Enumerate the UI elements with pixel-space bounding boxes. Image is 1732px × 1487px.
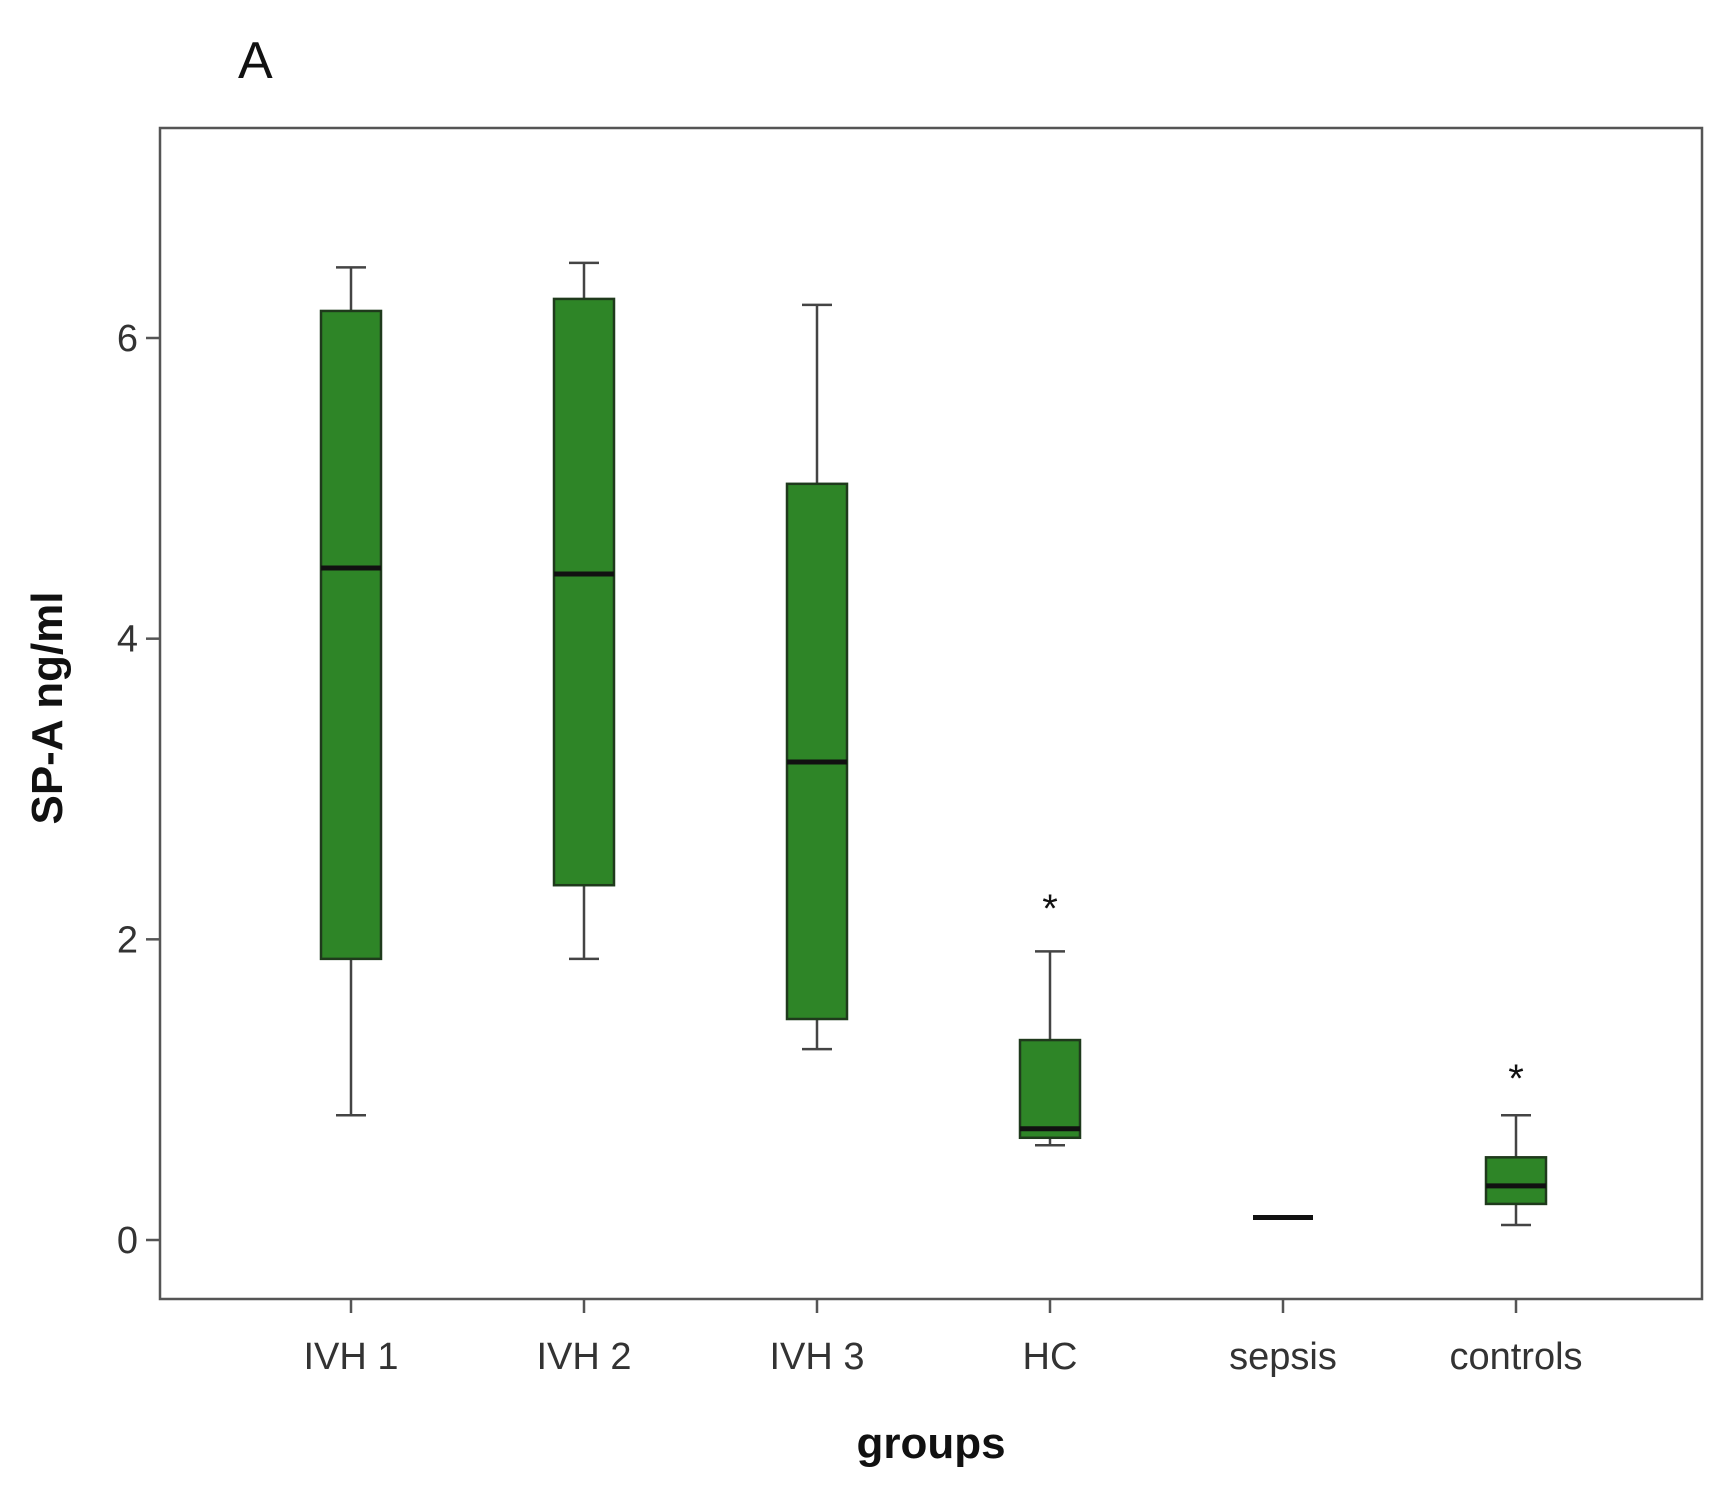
box-group bbox=[785, 303, 849, 1051]
y-tick-label: 4 bbox=[117, 619, 138, 661]
box-group: * bbox=[1018, 887, 1082, 1147]
iqr-box bbox=[1018, 1038, 1082, 1140]
iqr-box bbox=[1484, 1156, 1548, 1206]
outlier-marker: * bbox=[1042, 887, 1058, 931]
x-tick-label: controls bbox=[1449, 1336, 1582, 1378]
x-tick-label: HC bbox=[1023, 1336, 1078, 1378]
x-tick-label: sepsis bbox=[1229, 1336, 1337, 1378]
y-tick-label: 2 bbox=[117, 919, 138, 961]
x-tick-label: IVH 3 bbox=[769, 1336, 864, 1378]
iqr-box bbox=[552, 297, 616, 887]
outlier-marker: * bbox=[1508, 1057, 1524, 1101]
plot-area-frame bbox=[158, 126, 1704, 1301]
boxes-layer: ** bbox=[319, 261, 1548, 1227]
x-axis-title: groups bbox=[856, 1419, 1005, 1468]
y-tick-label: 0 bbox=[117, 1220, 138, 1262]
y-tick-label: 6 bbox=[117, 318, 138, 360]
y-axis-title: SP-A ng/ml bbox=[23, 591, 72, 824]
y-axis: 0 2 4 6 bbox=[117, 318, 160, 1262]
x-axis: IVH 1 IVH 2 IVH 3 HC sepsis controls bbox=[303, 1299, 1583, 1378]
box-group: * bbox=[1484, 1057, 1548, 1227]
panel-label: A bbox=[238, 32, 273, 90]
iqr-box bbox=[785, 482, 849, 1021]
box-group bbox=[319, 266, 383, 1117]
box-group bbox=[552, 261, 616, 961]
x-tick-label: IVH 1 bbox=[303, 1336, 398, 1378]
iqr-box bbox=[319, 309, 383, 961]
x-tick-label: IVH 2 bbox=[536, 1336, 631, 1378]
